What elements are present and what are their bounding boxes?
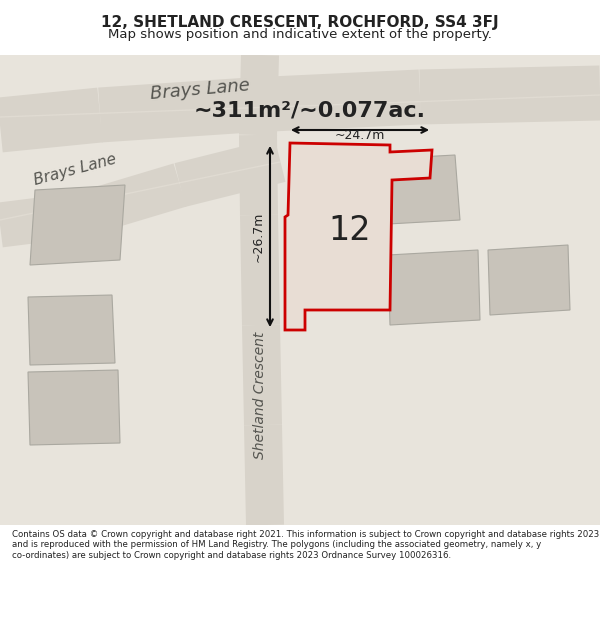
Polygon shape	[242, 324, 282, 426]
Polygon shape	[488, 245, 570, 315]
Text: ~311m²/~0.077ac.: ~311m²/~0.077ac.	[194, 100, 426, 120]
Polygon shape	[98, 78, 252, 142]
Polygon shape	[30, 185, 125, 265]
Polygon shape	[419, 66, 600, 124]
Text: Brays Lane: Brays Lane	[149, 77, 251, 103]
Polygon shape	[0, 192, 83, 248]
Polygon shape	[0, 88, 103, 152]
Text: Map shows position and indicative extent of the property.: Map shows position and indicative extent…	[108, 28, 492, 41]
Polygon shape	[285, 143, 432, 330]
Text: ~26.7m: ~26.7m	[252, 211, 265, 262]
Polygon shape	[365, 155, 460, 225]
Polygon shape	[244, 424, 284, 526]
Text: Shetland Crescent: Shetland Crescent	[253, 331, 267, 459]
Text: 12, SHETLAND CRESCENT, ROCHFORD, SS4 3FJ: 12, SHETLAND CRESCENT, ROCHFORD, SS4 3FJ	[101, 16, 499, 31]
Polygon shape	[240, 214, 280, 326]
Polygon shape	[74, 164, 187, 236]
Text: Brays Lane: Brays Lane	[32, 152, 118, 188]
Polygon shape	[28, 370, 120, 445]
Polygon shape	[239, 54, 279, 136]
Polygon shape	[249, 69, 421, 132]
Text: Contains OS data © Crown copyright and database right 2021. This information is : Contains OS data © Crown copyright and d…	[12, 530, 599, 560]
Polygon shape	[28, 295, 115, 365]
Polygon shape	[388, 250, 480, 325]
Text: 12: 12	[329, 214, 371, 246]
Polygon shape	[175, 138, 286, 207]
Text: ~24.7m: ~24.7m	[335, 129, 385, 142]
Polygon shape	[239, 135, 278, 215]
